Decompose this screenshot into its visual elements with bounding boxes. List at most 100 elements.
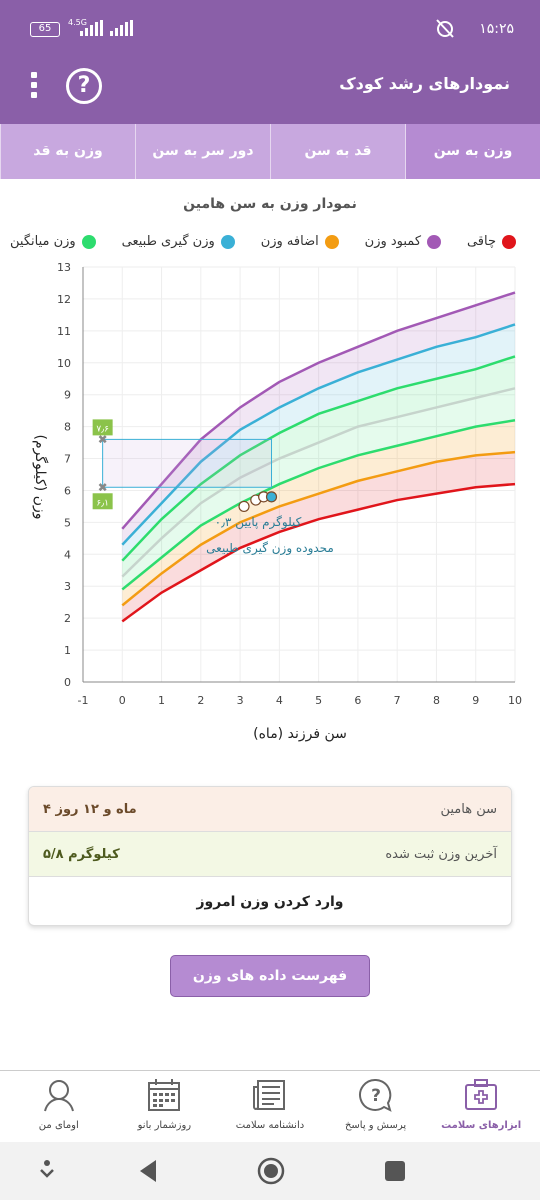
band-fill: [122, 292, 515, 545]
x-tick-label: 10: [508, 694, 522, 707]
legend-label: وزن میانگین: [10, 234, 76, 249]
legend-dot: [81, 234, 96, 249]
series-line-severe: [121, 482, 516, 623]
y-tick-label: 2: [64, 612, 71, 625]
y-tick-label: 1: [64, 644, 71, 657]
x-axis-label: سن فرزند (ماه): [253, 726, 347, 742]
legend-label: وزن گیری طبیعی: [121, 234, 215, 249]
normal-range-box: [102, 438, 273, 488]
enter-weight-button[interactable]: وارد کردن وزن امروز: [196, 894, 344, 910]
calendar-icon: [148, 1079, 181, 1111]
legend-label: چاقی: [466, 234, 496, 249]
recents-icon[interactable]: [382, 1156, 408, 1186]
nav-profile[interactable]: اومای من: [14, 1071, 104, 1142]
weight-label: آخرین وزن ثبت شده: [385, 846, 497, 862]
x-tick-label: 3: [237, 694, 244, 707]
y-tick-label: 12: [57, 293, 71, 306]
nav-label: پرسش و پاسخ: [344, 1120, 407, 1131]
y-tick-label: 10: [57, 357, 71, 370]
tab-weight-for-age[interactable]: وزن به سن: [405, 124, 540, 179]
tab-height-for-age[interactable]: قد به سن: [270, 124, 405, 179]
legend-dot: [220, 234, 235, 249]
nav-health-tools[interactable]: ابزارهای سلامت: [436, 1071, 526, 1142]
more-menu-icon[interactable]: [22, 68, 46, 104]
x-tick-label: -1: [78, 694, 89, 707]
newspaper-icon: [252, 1080, 285, 1110]
home-icon[interactable]: [256, 1156, 286, 1186]
medical-kit-icon: [465, 1079, 498, 1110]
age-label: سن هامین: [440, 801, 497, 817]
chart-legend: چاقی کمبود وزن اضافه وزن وزن گیری طبیعی …: [10, 234, 516, 249]
nav-label: دانشنامه سلامت: [235, 1120, 305, 1131]
y-tick-label: 8: [64, 421, 71, 434]
x-tick-label: 2: [197, 694, 204, 707]
range-label-box: [92, 493, 113, 510]
legend-item-underweight: کمبود وزن: [364, 234, 442, 249]
x-tick-label: 7: [394, 694, 401, 707]
status-bar: 65 4.5G ۱۵:۲۵: [0, 0, 540, 48]
nav-label: اومای من: [38, 1120, 79, 1131]
child-data-point: [238, 500, 250, 513]
summary-card: سن هامین ۴ ماه و ۱۲ روز آخرین وزن ثبت شد…: [28, 786, 512, 926]
series-line-normal_lower: [121, 418, 516, 591]
app-bar: ? نمودارهای رشد کودک: [0, 48, 540, 124]
age-value: ۴ ماه و ۱۲ روز: [43, 801, 137, 817]
x-tick-label: 5: [315, 694, 322, 707]
svg-text:?: ?: [371, 1086, 381, 1106]
tab-weight-for-height[interactable]: وزن به قد: [0, 124, 135, 179]
band-fill: [122, 452, 515, 622]
page-title: نمودارهای رشد کودک: [339, 74, 510, 93]
nav-label: ابزارهای سلامت: [441, 1120, 522, 1131]
series-line-obese: [121, 291, 516, 530]
y-tick-label: 6: [64, 484, 71, 497]
series-line-overweight: [121, 323, 516, 546]
question-bubble-icon: ?: [358, 1078, 392, 1112]
weight-row: آخرین وزن ثبت شده ۵/۸ کیلوگرم: [29, 832, 511, 877]
band-fill: [122, 324, 515, 561]
growth-chart: ✖ ۷٫۶ ✖ ۶٫۱ ۰٫۳ کیلوگرم پایین محدوده وزن گیری…: [0, 255, 540, 765]
series-line-median: [121, 387, 516, 578]
range-label-box: [92, 419, 113, 436]
y-tick-label: 5: [64, 516, 71, 529]
range-label-text: ۶٫۱: [96, 498, 109, 508]
weight-list-button[interactable]: فهرست داده های وزن هامین: [170, 955, 370, 1024]
y-tick-label: 9: [64, 389, 71, 402]
back-icon[interactable]: [136, 1156, 160, 1186]
x-tick-label: 8: [433, 694, 440, 707]
annotation-text: ۰٫۳ کیلوگرم پایین: [215, 515, 302, 530]
legend-dot: [324, 234, 339, 249]
signal-icon: [110, 20, 133, 36]
legend-label: کمبود وزن: [364, 234, 422, 249]
nav-calendar[interactable]: روزشمار بانو: [119, 1071, 209, 1142]
y-tick-label: 11: [57, 325, 71, 338]
x-tick-label: 0: [119, 694, 126, 707]
x-tick-label: 9: [472, 694, 479, 707]
keyboard-hide-icon[interactable]: [36, 1156, 58, 1186]
chart-title: نمودار وزن به سن هامین: [183, 196, 357, 212]
series-line-underweight: [121, 450, 516, 607]
bottom-nav: ابزارهای سلامت ? پرسش و پاسخ دانشنامه سل…: [0, 1070, 540, 1142]
network-type: 4.5G: [68, 18, 87, 27]
tab-bar: وزن به سن قد به سن دور سر به سن وزن به ق…: [0, 124, 540, 179]
nav-label: روزشمار بانو: [137, 1120, 192, 1131]
nav-qa[interactable]: ? پرسش و پاسخ: [331, 1071, 421, 1142]
help-button[interactable]: ?: [66, 68, 102, 104]
y-tick-label: 4: [64, 548, 71, 561]
nav-encyclopedia[interactable]: دانشنامه سلامت: [225, 1071, 315, 1142]
legend-item-overweight: اضافه وزن: [261, 234, 339, 249]
range-cross-mark: ✖: [98, 480, 108, 494]
y-tick-label: 0: [64, 676, 71, 689]
legend-label: اضافه وزن: [260, 234, 319, 249]
range-label-text: ۷٫۶: [96, 424, 109, 434]
band-fill: [122, 388, 515, 590]
legend-item-normal: وزن گیری طبیعی: [122, 234, 235, 249]
y-tick-label: 7: [64, 453, 71, 466]
x-tick-label: 1: [158, 694, 165, 707]
y-tick-label: 13: [57, 261, 71, 274]
y-tick-label: 3: [64, 580, 71, 593]
clock: ۱۵:۲۵: [479, 21, 514, 37]
system-nav-bar: [0, 1142, 540, 1200]
tab-head-for-age[interactable]: دور سر به سن: [135, 124, 270, 179]
legend-item-obese: چاقی: [467, 234, 516, 249]
